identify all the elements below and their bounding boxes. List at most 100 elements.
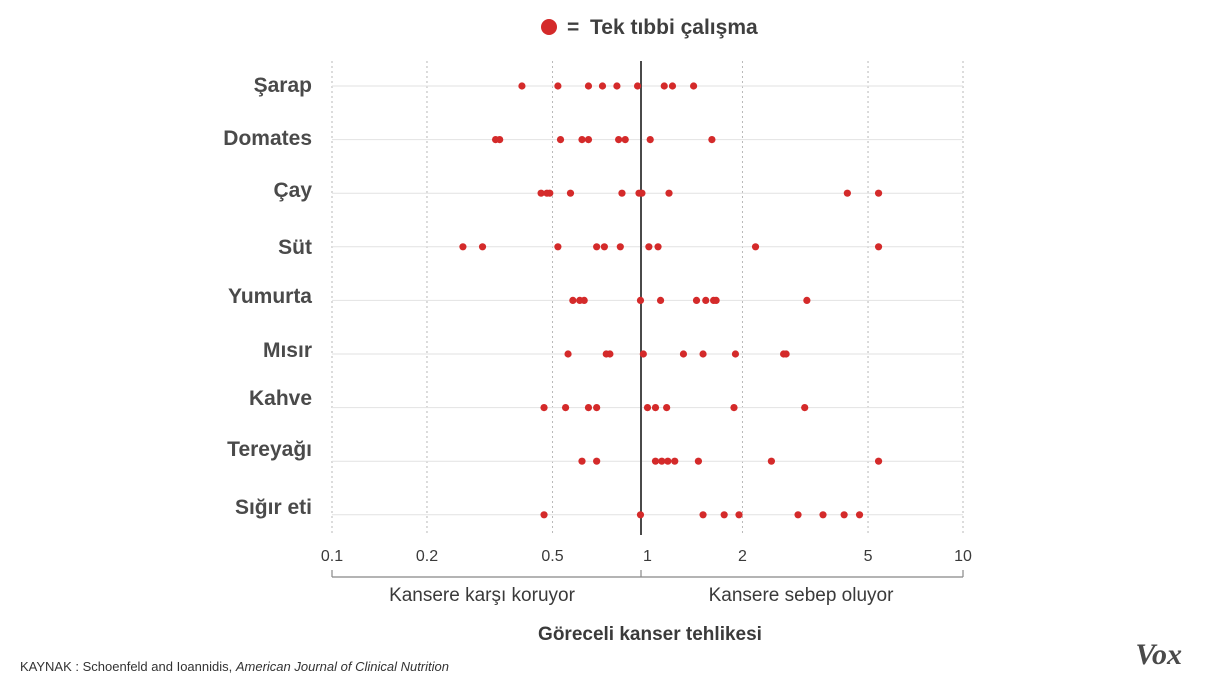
category-label-1: Domates (223, 127, 312, 150)
data-point-8-5 (794, 511, 802, 519)
data-point-6-1 (561, 404, 570, 412)
category-label-0: Şarap (254, 74, 312, 97)
category-label-6: Kahve (249, 387, 312, 410)
data-point-2-3 (566, 189, 575, 197)
data-point-4-2 (580, 296, 588, 304)
data-point-3-8 (751, 243, 760, 251)
data-point-4-3 (636, 296, 645, 304)
data-point-8-4 (735, 511, 743, 519)
legend: = Tek tıbbi çalışma (541, 16, 758, 39)
data-point-4-0 (569, 296, 577, 304)
data-point-7-7 (767, 457, 775, 465)
data-point-8-3 (720, 511, 728, 519)
x-tick-label-0: 0.1 (321, 548, 343, 565)
vox-logo: Vox (1135, 638, 1182, 671)
data-point-6-6 (663, 404, 671, 412)
data-point-6-8 (801, 404, 809, 412)
data-point-7-2 (651, 457, 660, 465)
legend-dot-icon (541, 19, 557, 35)
x-tick-label-4: 2 (738, 548, 747, 565)
data-point-4-6 (702, 296, 710, 304)
x-tick-label-3: 1 (643, 548, 652, 565)
data-point-8-0 (540, 511, 548, 519)
data-point-5-3 (639, 350, 647, 358)
data-point-0-7 (668, 82, 677, 90)
category-label-3: Süt (278, 236, 312, 259)
data-point-3-0 (459, 243, 467, 251)
grid (331, 61, 964, 535)
data-point-0-8 (690, 82, 698, 90)
x-tick-label-6: 10 (954, 548, 972, 565)
data-point-5-4 (679, 350, 688, 358)
data-point-8-6 (819, 511, 827, 519)
data-point-7-8 (874, 457, 883, 465)
data-point-6-4 (643, 404, 652, 412)
data-points (459, 82, 883, 519)
data-point-4-8 (712, 296, 720, 304)
data-point-3-6 (645, 243, 653, 251)
data-point-3-7 (654, 243, 662, 251)
data-point-5-5 (699, 350, 707, 358)
data-point-1-3 (578, 136, 586, 144)
category-label-8: Sığır eti (235, 496, 312, 519)
category-label-2: Çay (273, 179, 312, 202)
data-point-1-8 (708, 136, 716, 144)
data-point-5-8 (782, 350, 790, 358)
data-point-2-7 (665, 189, 673, 197)
data-point-2-4 (618, 189, 626, 197)
data-point-3-9 (874, 243, 883, 251)
data-point-3-5 (616, 243, 624, 251)
data-point-7-1 (593, 457, 601, 465)
data-point-1-5 (615, 136, 623, 144)
category-label-5: Mısır (263, 339, 312, 362)
region-right-label: Kansere sebep oluyor (709, 585, 895, 606)
data-point-2-0 (537, 189, 545, 197)
data-point-8-7 (840, 511, 848, 519)
source-prefix: KAYNAK : Schoenfeld and Ioannidis, (20, 659, 236, 674)
data-point-0-6 (660, 82, 668, 90)
data-point-1-2 (556, 136, 565, 144)
data-point-3-2 (554, 243, 562, 251)
data-point-3-3 (593, 243, 601, 251)
data-point-0-4 (613, 82, 621, 90)
x-tick-label-1: 0.2 (416, 548, 438, 565)
data-point-2-2 (546, 189, 554, 197)
data-point-6-7 (730, 404, 738, 412)
data-point-7-5 (671, 457, 679, 465)
category-label-7: Tereyağı (227, 438, 312, 461)
x-axis-title: Göreceli kanser tehlikesi (538, 624, 762, 645)
data-point-1-1 (496, 136, 504, 144)
data-point-1-4 (584, 136, 593, 144)
data-point-0-2 (584, 82, 593, 90)
region-bracket (331, 570, 964, 578)
region-left-label: Kansere karşı koruyor (389, 585, 576, 606)
data-point-3-4 (600, 243, 608, 251)
data-point-8-8 (855, 511, 864, 519)
source-journal: American Journal of Clinical Nutrition (235, 659, 449, 674)
data-point-6-3 (593, 404, 601, 412)
x-tick-label-5: 5 (864, 548, 873, 565)
data-point-8-1 (636, 511, 645, 519)
data-point-0-0 (518, 82, 526, 90)
data-point-2-6 (638, 189, 646, 197)
row-lines (332, 85, 963, 516)
data-point-2-9 (874, 189, 883, 197)
data-point-5-0 (564, 350, 572, 358)
data-point-6-5 (651, 404, 660, 412)
data-point-1-7 (646, 136, 654, 144)
legend-label: Tek tıbbi çalışma (590, 16, 758, 39)
data-point-1-6 (621, 136, 629, 144)
data-point-0-3 (598, 82, 607, 90)
data-point-6-2 (584, 404, 593, 412)
category-label-4: Yumurta (228, 285, 312, 308)
data-point-5-6 (731, 350, 740, 358)
data-point-7-4 (664, 457, 672, 465)
data-point-5-2 (606, 350, 614, 358)
source-note: KAYNAK : Schoenfeld and Ioannidis, Ameri… (20, 659, 449, 674)
legend-equals: = (567, 16, 579, 39)
data-point-7-6 (694, 457, 703, 465)
data-point-2-8 (843, 189, 851, 197)
data-point-7-0 (578, 457, 586, 465)
data-point-7-3 (658, 457, 666, 465)
data-point-8-2 (699, 511, 707, 519)
